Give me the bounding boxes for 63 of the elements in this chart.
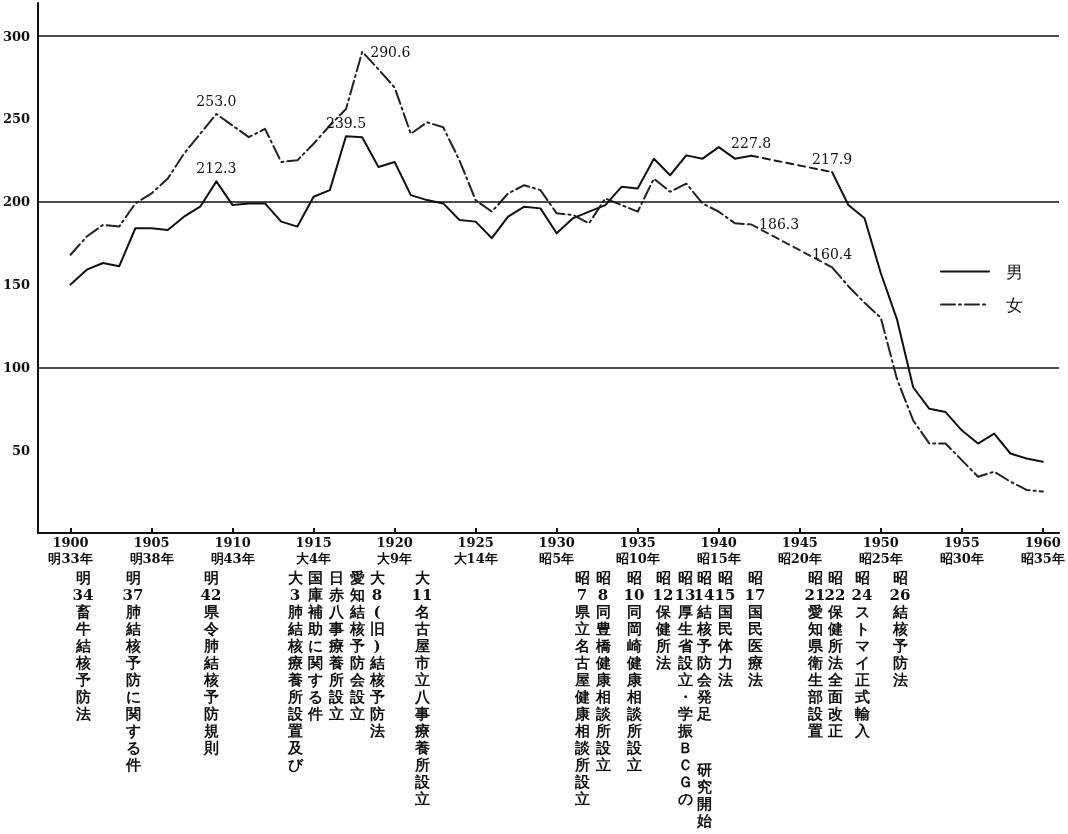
data-label: 160.4 bbox=[812, 246, 853, 263]
y-tick-label: 50 bbox=[12, 442, 31, 458]
data-label: 217.9 bbox=[812, 151, 853, 168]
text: 昭35年 bbox=[1019, 551, 1066, 567]
x-tick-label: 1930 bbox=[538, 535, 575, 550]
y-tick-label: 250 bbox=[3, 111, 31, 127]
text: 日赤八事療養所設立 bbox=[328, 569, 344, 723]
text: 大3肺結核療養所設置及び bbox=[287, 569, 303, 774]
text: 研究開始 bbox=[695, 761, 713, 830]
legend-label: 女 bbox=[1006, 294, 1023, 315]
text: 昭12保健所法 bbox=[651, 569, 675, 672]
data-label: 227.8 bbox=[731, 134, 772, 151]
x-tick-label: 1900 bbox=[52, 535, 89, 550]
y-tick-label: 300 bbox=[3, 28, 31, 44]
text: 昭10年 bbox=[614, 551, 661, 567]
x-tick-label: 1950 bbox=[862, 535, 899, 550]
data-label: 290.6 bbox=[370, 43, 411, 60]
x-tick-label: 1955 bbox=[943, 535, 980, 550]
text: 大4年 bbox=[295, 551, 333, 567]
text: 愛知結核予防会設立 bbox=[349, 569, 365, 723]
data-label: 253.0 bbox=[196, 92, 237, 109]
data-label: 186.3 bbox=[759, 216, 800, 233]
text: 明43年 bbox=[209, 551, 256, 567]
x-tick-label: 1910 bbox=[214, 535, 251, 550]
text: 国庫補助に関する件 bbox=[307, 569, 323, 723]
text: 昭22保健所法全面改正 bbox=[824, 569, 846, 740]
text: 昭30年 bbox=[938, 551, 985, 567]
text: 昭5年 bbox=[538, 551, 576, 567]
text: 昭24ストマイ正式輸入 bbox=[851, 569, 873, 740]
y-tick-label: 200 bbox=[3, 194, 31, 210]
text: 昭15年 bbox=[695, 551, 742, 567]
text: 明42県令肺結核予防規則 bbox=[200, 569, 222, 757]
x-tick-label: 1920 bbox=[376, 535, 413, 550]
legend-label: 男 bbox=[1006, 261, 1023, 282]
text: 大14年 bbox=[452, 551, 499, 567]
x-tick-label: 1960 bbox=[1024, 535, 1061, 550]
text: 昭26結核予防法 bbox=[888, 569, 912, 689]
data-label: 239.5 bbox=[325, 115, 367, 132]
x-tick-label: 1925 bbox=[457, 535, 494, 550]
text: 大8(旧)結核予防法 bbox=[369, 569, 385, 740]
text: 明37肺結核予防に関する件 bbox=[122, 569, 144, 774]
text: 昭13厚生省設立・学振ＢＣＧの bbox=[674, 569, 696, 808]
x-tick-label: 1915 bbox=[295, 535, 332, 550]
data-label: 212.3 bbox=[196, 160, 237, 177]
x-tick-label: 1935 bbox=[619, 535, 656, 550]
x-tick-label: 1945 bbox=[781, 535, 818, 550]
x-tick-label: 1905 bbox=[133, 535, 170, 550]
text: 明33年 bbox=[47, 551, 94, 567]
text: 大11名古屋市立八事療養所設立 bbox=[411, 569, 433, 808]
text: 昭20年 bbox=[776, 551, 823, 567]
text: 昭10同岡崎健康相談所設立 bbox=[623, 569, 645, 774]
text: 昭25年 bbox=[857, 551, 904, 567]
text: 昭15国民体力法 bbox=[714, 569, 737, 689]
text: 昭8同豊橋健康相談所設立 bbox=[595, 569, 611, 774]
y-tick-label: 100 bbox=[3, 359, 31, 375]
x-tick-label: 1940 bbox=[700, 535, 737, 550]
text: 大9年 bbox=[376, 551, 414, 567]
text: 明38年 bbox=[128, 551, 175, 567]
text: 昭7県立名古屋健康相談所設立 bbox=[574, 569, 590, 808]
y-tick-label: 150 bbox=[3, 277, 31, 293]
text: 明34畜牛結核予防法 bbox=[72, 569, 94, 723]
text: 昭17国民医療法 bbox=[743, 569, 767, 689]
text: 昭21愛知県衛生部設置 bbox=[804, 569, 826, 740]
